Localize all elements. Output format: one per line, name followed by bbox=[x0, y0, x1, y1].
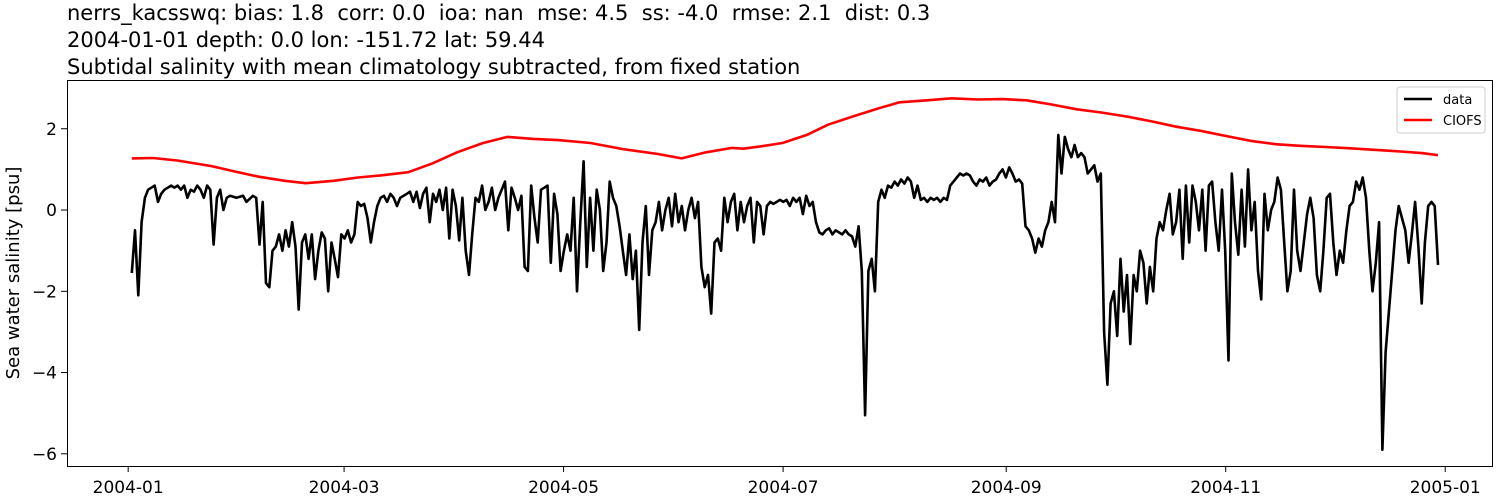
y-tick-label: −4 bbox=[32, 364, 57, 384]
y-tick-label: −6 bbox=[32, 445, 57, 465]
x-tick-label: 2004-03 bbox=[309, 478, 380, 498]
x-tick-label: 2004-07 bbox=[748, 478, 819, 498]
legend-label-ciofs: CIOFS bbox=[1443, 114, 1482, 129]
series-line-ciofs bbox=[131, 97, 1439, 185]
x-tick-label: 2005-01 bbox=[1410, 478, 1481, 498]
chart-title: nerrs_kacsswq: bias: 1.8 corr: 0.0 ioa: … bbox=[67, 0, 1487, 81]
legend: data CIOFS bbox=[1396, 86, 1486, 134]
title-line-description: Subtidal salinity with mean climatology … bbox=[67, 55, 801, 79]
title-line-station: 2004-01-01 depth: 0.0 lon: -151.72 lat: … bbox=[67, 28, 545, 52]
series-line-data bbox=[130, 133, 1440, 452]
x-axis: 2004-01 2004-03 2004-05 2004-07 2004-09 2004-… bbox=[93, 466, 1481, 498]
y-axis-label: Sea water salinity [psu] bbox=[3, 167, 24, 380]
x-tick-label: 2004-05 bbox=[528, 478, 599, 498]
x-tick-label: 2004-09 bbox=[971, 478, 1042, 498]
title-line-metrics: nerrs_kacsswq: bias: 1.8 corr: 0.0 ioa: … bbox=[67, 1, 931, 25]
y-tick-label: 2 bbox=[46, 120, 57, 140]
x-tick-label: 2004-01 bbox=[93, 478, 164, 498]
y-tick-label: −2 bbox=[32, 282, 57, 302]
y-axis: −6 −4 −2 0 2 bbox=[32, 120, 67, 465]
legend-label-data: data bbox=[1443, 93, 1472, 108]
x-tick-label: 2004-11 bbox=[1190, 478, 1261, 498]
y-tick-label: 0 bbox=[46, 201, 57, 221]
plot-area-frame bbox=[67, 80, 1493, 467]
